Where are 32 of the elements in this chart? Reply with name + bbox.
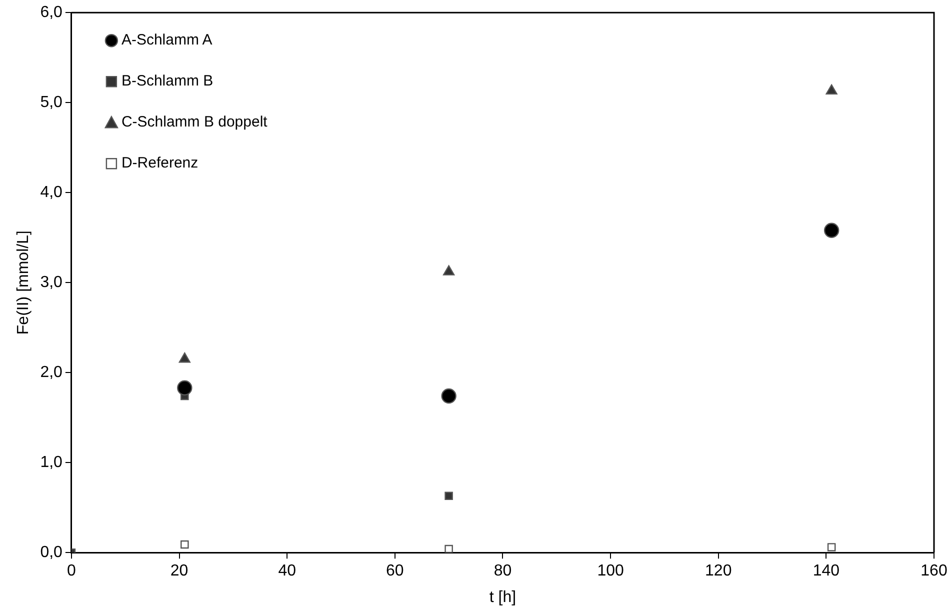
legend-label: C-Schlamm B doppelt xyxy=(121,114,268,131)
y-tick-label: 6,0 xyxy=(40,4,63,22)
y-tick-label: 5,0 xyxy=(40,94,63,112)
x-tick-label: 160 xyxy=(920,562,948,580)
point xyxy=(827,543,836,552)
y-axis-title: Fe(II) [mmol/L] xyxy=(15,230,32,335)
point xyxy=(443,265,455,276)
x-tick-label: 80 xyxy=(494,562,512,580)
point xyxy=(444,544,453,553)
point xyxy=(826,84,838,94)
x-tick-label: 40 xyxy=(278,562,296,580)
legend-label: A-Schlamm A xyxy=(121,32,212,49)
y-tick-label: 0,0 xyxy=(40,544,63,562)
y-tick-label: 3,0 xyxy=(40,274,63,292)
point xyxy=(178,352,190,363)
point xyxy=(180,540,189,549)
x-tick-label: 0 xyxy=(66,562,76,580)
x-tick-label: 140 xyxy=(812,562,840,580)
point xyxy=(177,380,192,396)
legend-label: B-Schlamm B xyxy=(121,72,214,90)
x-tick-label: 20 xyxy=(170,562,188,580)
point xyxy=(824,222,840,238)
x-tick-label: 60 xyxy=(386,562,404,580)
y-tick-label: 4,0 xyxy=(40,184,63,202)
legend-label: D-Referenz xyxy=(121,154,198,172)
point xyxy=(444,492,453,500)
x-tick-label: 120 xyxy=(705,562,732,580)
x-tick-label: 100 xyxy=(597,562,624,580)
y-tick-label: 1,0 xyxy=(40,454,63,472)
point xyxy=(441,388,456,404)
x-axis-title: t [h] xyxy=(489,588,516,606)
y-tick-label: 2,0 xyxy=(40,364,63,382)
